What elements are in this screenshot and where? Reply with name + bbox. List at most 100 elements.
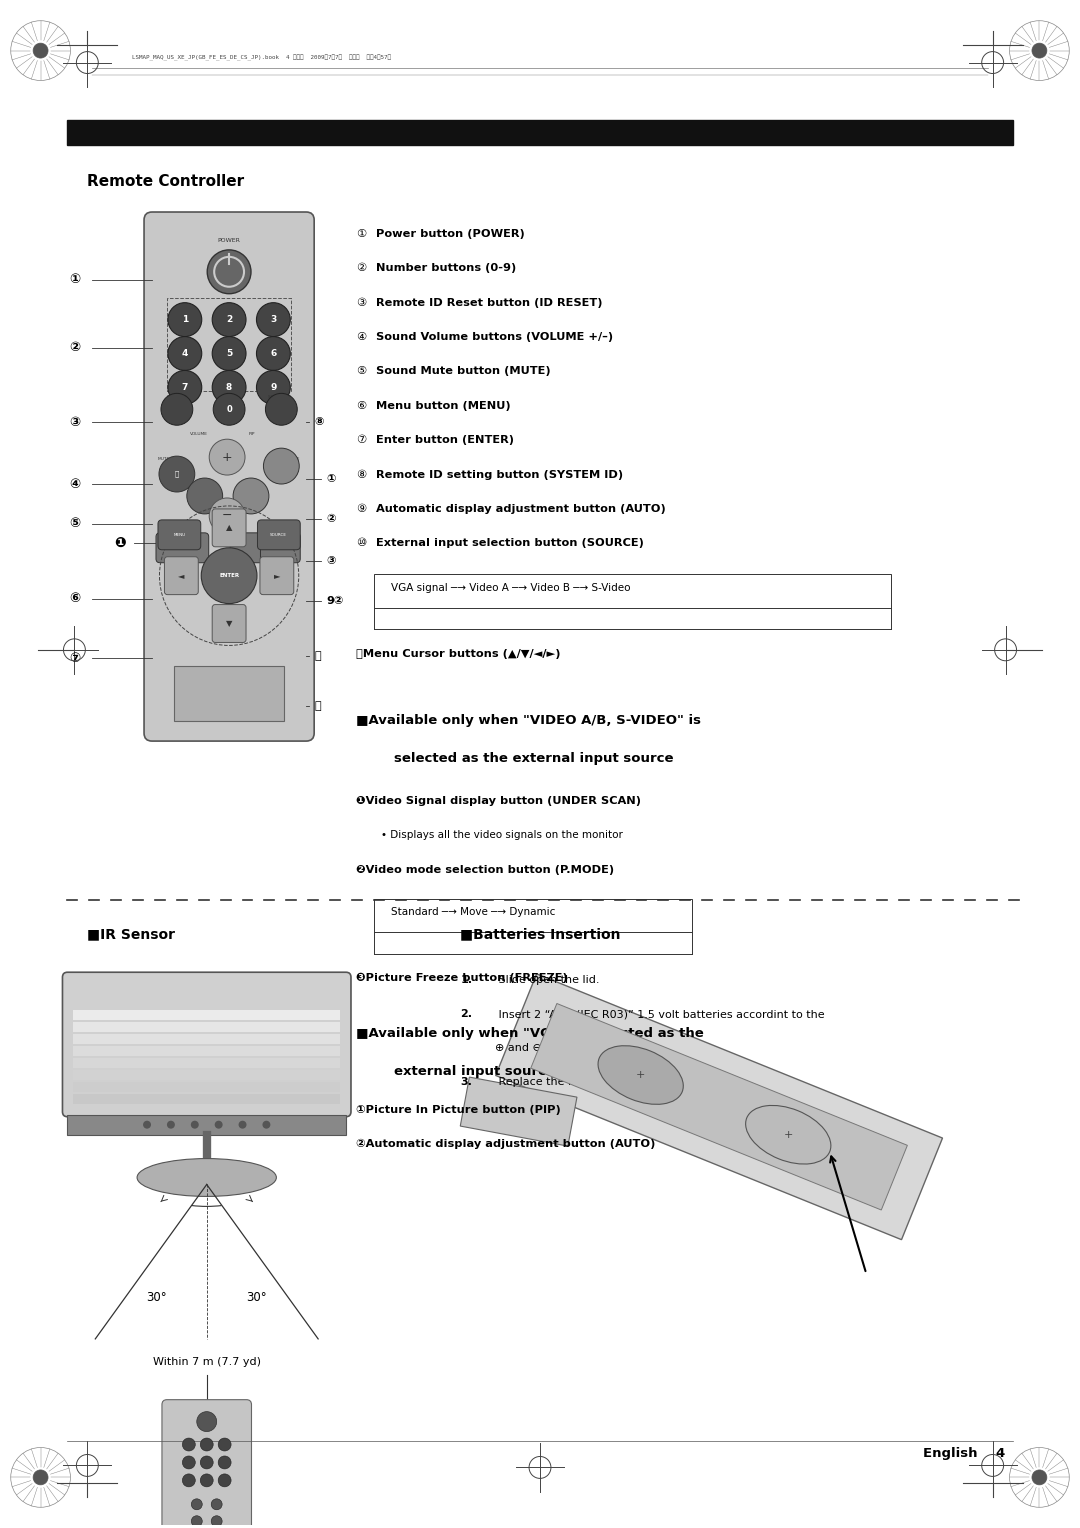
Bar — [73, 1057, 340, 1068]
Text: 0: 0 — [226, 405, 232, 414]
Circle shape — [266, 393, 297, 425]
Text: ⑧: ⑧ — [314, 417, 324, 428]
Text: ②Automatic display adjustment button (AUTO): ②Automatic display adjustment button (AU… — [356, 1140, 656, 1149]
Text: ⑥: ⑥ — [69, 593, 80, 605]
Circle shape — [161, 393, 193, 425]
Text: 30°: 30° — [146, 1291, 167, 1303]
Text: PIP: PIP — [249, 432, 256, 435]
FancyBboxPatch shape — [144, 212, 314, 741]
Circle shape — [183, 1456, 195, 1468]
Polygon shape — [530, 1004, 907, 1210]
Text: 🔇: 🔇 — [175, 471, 179, 477]
Text: external input source: external input source — [394, 1065, 555, 1077]
FancyBboxPatch shape — [260, 556, 294, 594]
Circle shape — [33, 1470, 48, 1485]
Text: ⑨: ⑨ — [356, 504, 366, 513]
Text: SYSTEM ID: SYSTEM ID — [268, 396, 292, 399]
Text: VGA signal ─→ Video A ─→ Video B ─→ S-Video: VGA signal ─→ Video A ─→ Video B ─→ S-Vi… — [391, 582, 631, 593]
Polygon shape — [460, 1077, 577, 1146]
Circle shape — [159, 457, 194, 492]
Text: ◄: ◄ — [178, 571, 185, 581]
Circle shape — [210, 439, 245, 475]
Text: +: + — [221, 451, 232, 463]
Text: 9: 9 — [270, 384, 276, 391]
Text: 9②: 9② — [326, 596, 343, 605]
Text: Power button (POWER): Power button (POWER) — [376, 229, 525, 238]
Ellipse shape — [598, 1045, 684, 1105]
Text: ③: ③ — [356, 298, 366, 307]
Text: 5: 5 — [226, 348, 232, 358]
Circle shape — [233, 478, 269, 513]
Bar — [73, 1010, 340, 1021]
FancyBboxPatch shape — [212, 509, 246, 547]
Circle shape — [256, 336, 291, 370]
Circle shape — [200, 1456, 213, 1468]
FancyBboxPatch shape — [158, 520, 201, 550]
Circle shape — [218, 1456, 231, 1468]
Text: Sound Volume buttons (VOLUME +/–): Sound Volume buttons (VOLUME +/–) — [376, 332, 613, 342]
Text: Menu button (MENU): Menu button (MENU) — [376, 400, 511, 411]
Bar — [73, 1022, 340, 1031]
Circle shape — [197, 1412, 217, 1432]
Circle shape — [191, 1120, 199, 1129]
Text: Remote ID Reset button (ID RESET): Remote ID Reset button (ID RESET) — [376, 298, 603, 307]
Text: Number buttons (0-9): Number buttons (0-9) — [376, 263, 516, 274]
Text: +: + — [636, 1070, 646, 1080]
Circle shape — [143, 1120, 151, 1129]
Bar — [73, 1034, 340, 1044]
Text: MENU: MENU — [174, 533, 186, 536]
Text: ID RESET: ID RESET — [167, 396, 187, 399]
Text: English    4: English 4 — [923, 1447, 1005, 1459]
Circle shape — [187, 478, 222, 513]
Text: Enter button (ENTER): Enter button (ENTER) — [376, 435, 514, 445]
Circle shape — [215, 1120, 222, 1129]
Circle shape — [191, 1499, 202, 1510]
Circle shape — [212, 1516, 222, 1526]
Text: 2.: 2. — [460, 1008, 472, 1019]
Text: ①: ① — [69, 274, 80, 286]
Text: ①Picture In Picture button (PIP): ①Picture In Picture button (PIP) — [356, 1105, 561, 1115]
Text: 1.: 1. — [460, 975, 472, 986]
Circle shape — [213, 393, 245, 425]
Text: 3: 3 — [270, 315, 276, 324]
Text: VOLUME: VOLUME — [190, 432, 207, 435]
Circle shape — [256, 370, 291, 405]
Text: Automatic display adjustment button (AUTO): Automatic display adjustment button (AUT… — [376, 504, 665, 513]
Circle shape — [167, 370, 202, 405]
Text: ❶Video Signal display button (UNDER SCAN): ❶Video Signal display button (UNDER SCAN… — [356, 796, 640, 805]
Text: −: − — [221, 509, 232, 523]
Text: Within 7 m (7.7 yd): Within 7 m (7.7 yd) — [152, 1357, 260, 1368]
Text: SOURCE: SOURCE — [270, 533, 287, 536]
Bar — [73, 1070, 340, 1080]
Text: ▼: ▼ — [226, 619, 232, 628]
Text: ❷Video mode selection button (P.MODE): ❷Video mode selection button (P.MODE) — [356, 865, 615, 874]
Circle shape — [191, 1516, 202, 1526]
Text: ⑤: ⑤ — [356, 367, 366, 376]
Circle shape — [212, 1499, 222, 1510]
Circle shape — [167, 336, 202, 370]
Bar — [73, 1094, 340, 1103]
Circle shape — [210, 498, 245, 533]
Text: ■Available only when "VGA" is selected as the: ■Available only when "VGA" is selected a… — [356, 1027, 704, 1041]
Text: ❸Picture Freeze button (FREEZE): ❸Picture Freeze button (FREEZE) — [356, 972, 568, 983]
Text: P.MODE: P.MODE — [284, 457, 300, 461]
Text: 7: 7 — [181, 384, 188, 391]
FancyBboxPatch shape — [212, 605, 246, 642]
Text: Remote Controller: Remote Controller — [87, 174, 244, 189]
Bar — [174, 666, 284, 721]
Text: ⑧: ⑧ — [356, 469, 366, 480]
Text: MUTE: MUTE — [158, 457, 171, 461]
Bar — [73, 1082, 340, 1093]
Text: +: + — [784, 1129, 793, 1140]
FancyBboxPatch shape — [156, 533, 208, 562]
Text: ■Available only when "VIDEO A/B, S-VIDEO" is: ■Available only when "VIDEO A/B, S-VIDEO… — [356, 714, 701, 727]
Text: Insert 2 “AAA (IEC R03)” 1.5 volt batteries accordint to the: Insert 2 “AAA (IEC R03)” 1.5 volt batter… — [496, 1008, 825, 1019]
Text: Remote ID setting button (SYSTEM ID): Remote ID setting button (SYSTEM ID) — [376, 469, 623, 480]
Text: • Displays all the video signals on the monitor: • Displays all the video signals on the … — [381, 830, 623, 840]
Circle shape — [218, 1438, 231, 1452]
Text: POWER: POWER — [218, 238, 241, 243]
Circle shape — [262, 1120, 270, 1129]
Text: ■Batteries Insertion: ■Batteries Insertion — [460, 927, 621, 941]
Text: AUTO: AUTO — [239, 533, 252, 538]
Text: ①: ① — [356, 229, 366, 238]
